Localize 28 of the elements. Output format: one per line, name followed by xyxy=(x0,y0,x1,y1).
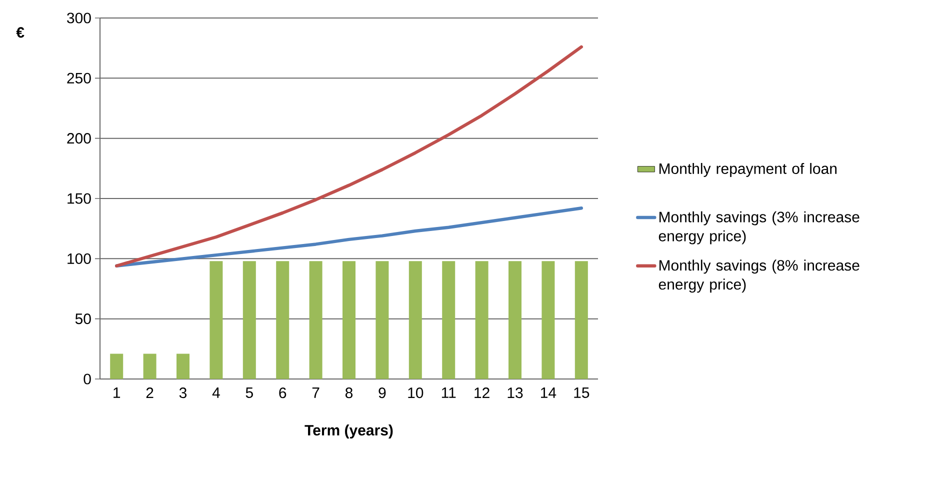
x-tick-label: 1 xyxy=(114,388,120,398)
y-tick-label: 150 xyxy=(68,193,91,204)
y-tick-label: 0 xyxy=(84,374,91,384)
y-tick-label: 100 xyxy=(68,253,91,264)
legend-label: Monthly savings (8% increase energy price) xyxy=(658,260,860,293)
line-series xyxy=(115,45,584,268)
x-axis-title: Term (years) xyxy=(304,424,393,438)
x-tick-label: 6 xyxy=(279,388,286,398)
x-tick-label: 5 xyxy=(246,388,253,398)
x-tick-label: 8 xyxy=(345,388,353,398)
legend-label: Monthly savings (3% increase energy price) xyxy=(658,211,860,244)
x-tick-label: 13 xyxy=(508,388,523,398)
x-tick-label: 11 xyxy=(442,388,456,398)
y-tick-label: 300 xyxy=(67,12,91,24)
x-tick-label: 2 xyxy=(146,388,154,398)
y-axis-title: € xyxy=(16,27,24,38)
x-tick-label: 10 xyxy=(408,388,424,398)
y-tick-label: 250 xyxy=(67,72,91,84)
y-tick-label: 200 xyxy=(67,133,91,144)
x-tick-label: 9 xyxy=(378,388,386,398)
x-tick-label: 4 xyxy=(212,388,220,398)
y-tick-label: 50 xyxy=(75,314,91,324)
x-tick-label: 15 xyxy=(574,388,590,398)
x-tick-label: 14 xyxy=(541,388,556,398)
x-tick-label: 12 xyxy=(474,388,490,398)
x-tick-label: 3 xyxy=(179,388,187,398)
legend-label: Monthly repayment of loan xyxy=(659,162,837,177)
x-tick-label: 7 xyxy=(312,388,320,398)
